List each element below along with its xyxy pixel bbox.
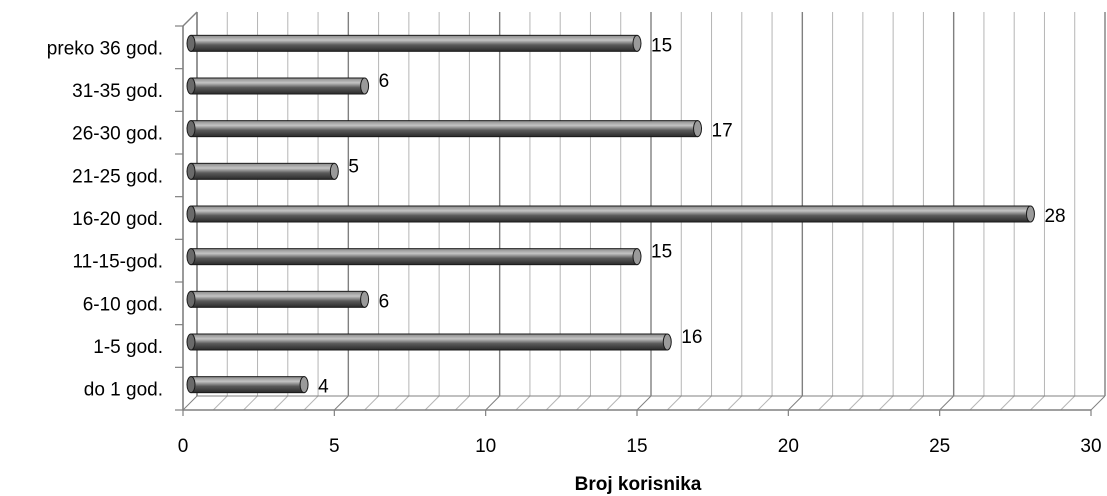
category-label: 6-10 god.	[83, 294, 163, 315]
category-label: 16-20 god.	[72, 209, 163, 230]
grid-floor-line	[424, 395, 440, 411]
grid-floor-line	[787, 395, 803, 411]
data-label: 17	[712, 121, 733, 142]
grid-floor-line	[606, 395, 622, 411]
bar-body	[190, 77, 366, 95]
grid-floor-line	[273, 395, 289, 411]
grid-floor-line	[1030, 395, 1045, 411]
grid-floor-line	[636, 395, 652, 411]
bar-body	[190, 205, 1031, 223]
x-tick-label: 30	[1080, 436, 1101, 457]
data-label: 5	[348, 156, 359, 177]
bar-end-cap	[693, 120, 703, 138]
category-label: 1-5 god.	[93, 337, 163, 358]
bar-body	[190, 162, 335, 180]
grid-floor-line	[545, 395, 561, 411]
data-label: 15	[651, 242, 672, 263]
bar-end-cap	[632, 248, 642, 266]
x-tick-label: 20	[778, 436, 799, 457]
bar-body	[190, 333, 668, 351]
grid-floor-line	[939, 395, 955, 411]
x-tick-label: 5	[329, 436, 340, 457]
bar-end-cap	[360, 77, 370, 95]
bar	[186, 77, 370, 95]
grid-floor-line	[848, 395, 864, 411]
bar-body	[190, 290, 366, 308]
grid-floor-line	[697, 395, 712, 411]
grid-floor-line	[1090, 395, 1106, 411]
category-label: 26-30 god.	[72, 124, 163, 145]
category-label: 21-25 god.	[72, 166, 163, 187]
grid-floor-line	[333, 395, 349, 411]
bar	[186, 248, 642, 266]
grid-floor-line	[878, 395, 894, 411]
data-label: 16	[681, 327, 702, 348]
grid-floor-line	[576, 395, 591, 411]
data-label: 4	[318, 377, 329, 398]
bar-start-cap	[186, 162, 196, 180]
bar	[186, 376, 309, 394]
grid-floor-line	[909, 395, 924, 411]
grid-floor-line	[999, 395, 1015, 411]
bar	[186, 205, 1035, 223]
bars	[186, 34, 1035, 394]
x-tick-label: 0	[178, 436, 189, 457]
bar	[186, 34, 642, 52]
x-axis-title: Broj korisnika	[575, 474, 702, 495]
grid-floor-line	[182, 395, 198, 411]
grid-floor-line	[243, 395, 258, 411]
x-tick-label: 10	[475, 436, 496, 457]
axes	[175, 11, 1105, 416]
grid-floor-line	[818, 395, 833, 411]
grid-floor-line	[485, 395, 501, 411]
grid-floor-line	[212, 395, 228, 411]
labels: 0 5 10 15 20 25 30 do 1 god. 4 1-5 god. 16 6-10 god…	[47, 35, 1102, 457]
bar-start-cap	[186, 120, 196, 138]
bar-end-cap	[1025, 205, 1035, 223]
bar-start-cap	[186, 333, 196, 351]
bar-end-cap	[329, 162, 339, 180]
bar-body	[190, 376, 305, 394]
bar-start-cap	[186, 376, 196, 394]
bar-body	[190, 120, 699, 138]
grid-floor-line	[515, 395, 531, 411]
bar	[186, 120, 703, 138]
bar-body	[190, 34, 638, 52]
data-label: 6	[379, 71, 390, 92]
x-tick-label: 15	[626, 436, 647, 457]
grid-floor-line	[727, 395, 743, 411]
bar-start-cap	[186, 290, 196, 308]
grid-floor-line	[364, 395, 379, 411]
bar-start-cap	[186, 77, 196, 95]
grid-floor-line	[1060, 395, 1076, 411]
grid-lines	[182, 12, 1106, 411]
bar-end-cap	[360, 290, 370, 308]
category-label: preko 36 god.	[47, 38, 163, 59]
bar-start-cap	[186, 34, 196, 52]
bar-start-cap	[186, 248, 196, 266]
grid-floor-line	[666, 395, 682, 411]
category-label: 11-15-god.	[73, 252, 164, 273]
bar-end-cap	[662, 333, 672, 351]
grid-floor-line	[394, 395, 410, 411]
data-label: 15	[651, 35, 672, 56]
category-label: 31-35 god.	[72, 81, 163, 102]
grid-floor-line	[757, 395, 773, 411]
y-axis-top-edge	[182, 11, 198, 27]
category-label: do 1 god.	[84, 380, 163, 401]
bar	[186, 290, 370, 308]
x-tick-label: 25	[929, 436, 950, 457]
bar-body	[190, 248, 638, 266]
bar	[186, 333, 672, 351]
grid-floor-line	[303, 395, 319, 411]
bar-start-cap	[186, 205, 196, 223]
bar-end-cap	[299, 376, 309, 394]
bar	[186, 162, 339, 180]
data-label: 6	[379, 291, 390, 312]
data-label: 28	[1044, 206, 1065, 227]
grid-floor-line	[969, 395, 985, 411]
grid-floor-line	[455, 395, 470, 411]
bar-end-cap	[632, 34, 642, 52]
